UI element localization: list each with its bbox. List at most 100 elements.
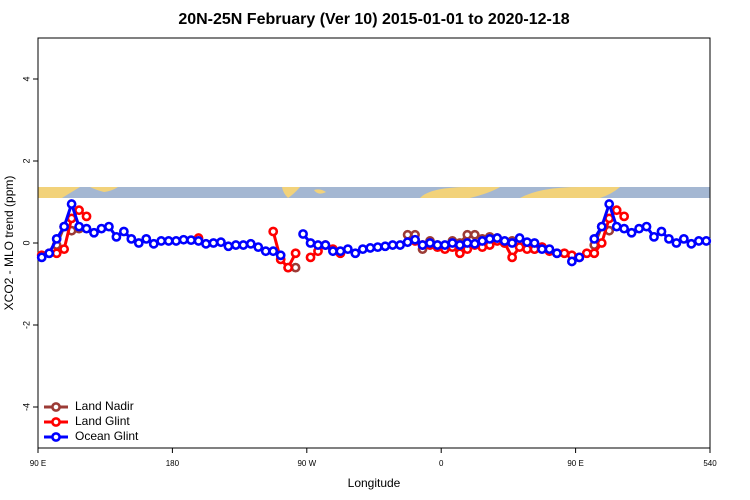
data-point [201,238,211,249]
data-point [678,233,689,244]
x-tick-label: 180 [166,459,180,468]
data-point [81,211,92,222]
data-point [686,238,697,249]
data-point [664,233,674,244]
data-point [574,252,585,263]
data-point [305,252,316,263]
data-point [350,248,361,259]
data-point [589,233,600,244]
data-point [693,236,704,246]
data-point [193,236,204,246]
data-point [156,236,167,246]
data-point [581,248,592,259]
data-point [148,238,159,249]
data-point [626,227,637,238]
data-point [462,238,473,248]
data-point [454,240,465,250]
map-strip [38,187,710,198]
y-tick-label: 0 [21,240,31,245]
legend-marker [51,417,61,427]
data-point [59,221,70,232]
data-point [208,238,219,248]
data-point [402,237,413,248]
data-point [365,243,376,253]
data-point [619,223,630,234]
x-tick-label: 0 [439,459,444,468]
data-point [469,238,480,249]
data-point [701,236,712,246]
data-point [223,241,234,252]
x-axis-label: Longitude [348,476,401,490]
data-point [126,233,137,244]
data-point [253,242,264,252]
data-point [163,236,174,246]
data-point [462,229,473,240]
data-point [537,244,547,255]
data-point [342,244,353,255]
data-point [566,256,577,267]
data-point [313,240,323,250]
data-point [89,227,99,238]
data-point [357,244,368,255]
data-point [171,236,182,246]
data-point [66,199,77,209]
data-point [447,238,458,248]
data-point [230,240,241,250]
y-tick-label: -4 [21,403,31,411]
data-point [544,244,555,255]
data-point [96,223,107,234]
data-point [44,248,55,259]
data-point [529,238,540,248]
data-point [596,221,607,232]
data-point [290,262,301,273]
data-point [604,199,615,209]
data-point [335,246,346,257]
x-tick-label: 90 W [297,459,316,468]
x-tick-label: 540 [703,459,717,468]
data-point [514,233,525,243]
data-point [425,238,435,248]
data-point [245,238,256,249]
data-point [283,262,294,273]
data-point [552,248,562,259]
data-point [36,252,47,263]
data-point [74,205,84,216]
data-point [59,244,70,255]
data-point [118,226,129,237]
data-point [51,248,62,259]
y-tick-label: 2 [21,158,31,163]
data-point [440,240,450,250]
data-point [238,240,249,250]
legend-label: Ocean Glint [75,429,139,443]
data-point [507,252,518,263]
data-point [268,226,279,237]
data-point [492,233,503,243]
x-tick-label: 90 E [30,459,46,468]
data-point [380,241,391,252]
data-point [186,235,196,246]
data-point [469,229,480,240]
data-point [216,237,226,248]
data-point [81,223,92,234]
legend-marker [51,402,61,412]
data-point [619,211,630,222]
y-tick-label: -2 [21,321,31,329]
legend-marker [51,432,61,442]
data-point [641,221,652,232]
data-point [104,221,114,232]
y-tick-label: 4 [21,76,31,81]
data-point [522,237,532,248]
data-point [499,236,510,246]
data-point [275,250,286,261]
data-point [74,221,84,232]
data-point [432,240,443,250]
data-point [111,231,122,242]
data-point [290,248,301,259]
data-point [671,238,682,248]
data-point [477,236,488,246]
data-point [305,238,316,248]
data-point [596,238,607,248]
x-tick-label: 90 E [567,459,583,468]
data-point [484,233,495,244]
